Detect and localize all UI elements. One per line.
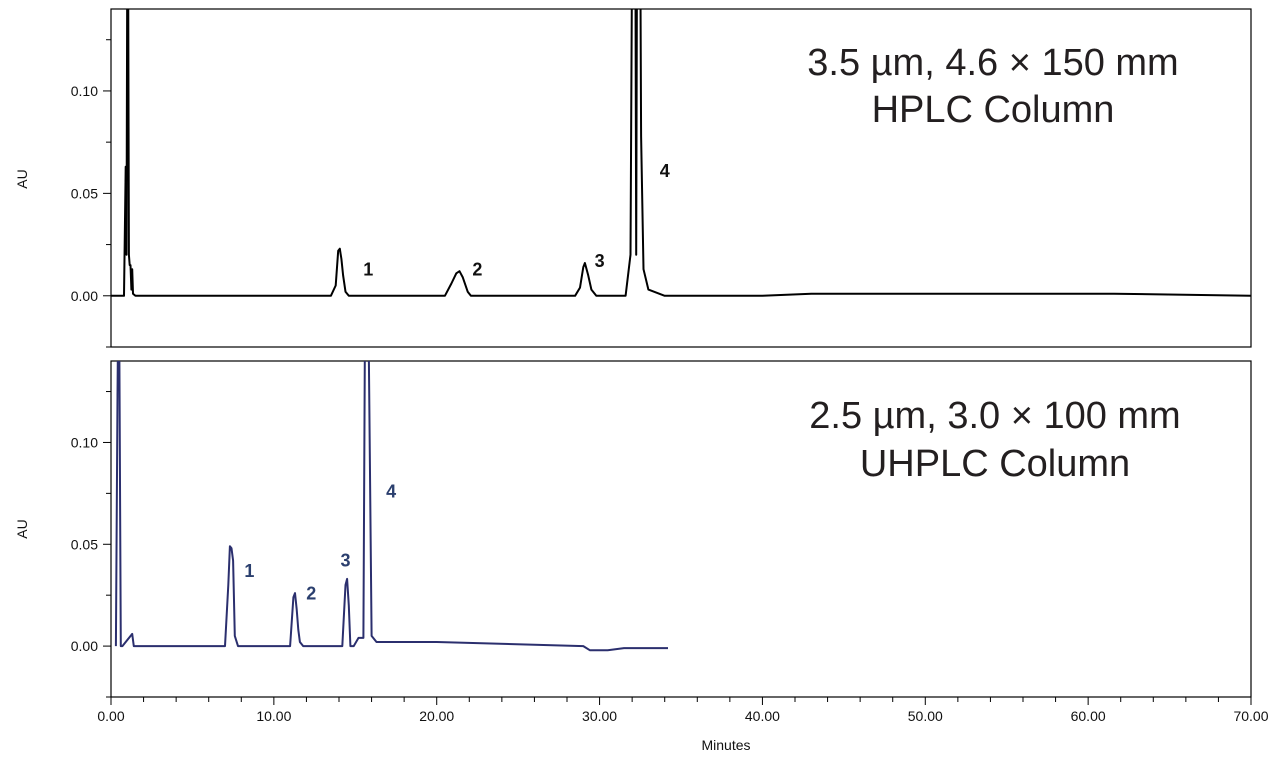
y-tick-label: 0.00: [71, 288, 98, 304]
y-tick-label: 0.05: [71, 185, 98, 201]
peak-label: 4: [386, 481, 396, 501]
x-tick-label: 20.00: [419, 708, 454, 724]
x-tick-label: 0.00: [97, 708, 124, 724]
y-axis-title: AU: [14, 519, 30, 538]
peak-label: 3: [341, 551, 351, 571]
panel-hplc: 0.00 0.05 0.10 AU 1 2 3 4 3.5 µm, 4.6 × 150 mm HP…: [14, 8, 1252, 348]
chromatogram-trace: [111, 9, 1251, 297]
y-tick-label: 0.10: [71, 434, 98, 450]
plot-frame: [110, 360, 1252, 698]
x-tick-label: 40.00: [745, 708, 780, 724]
panel-title-line: 2.5 µm, 3.0 × 100 mm: [809, 395, 1180, 437]
peak-label: 2: [472, 259, 482, 279]
peak-label: 1: [363, 259, 373, 279]
panel-uhplc: 0.00 0.05 0.10 AU 0.00 10.00 20.00 30.00 40.00 50…: [14, 360, 1269, 753]
chromatogram-trace: [114, 361, 668, 652]
peak-label: 4: [660, 161, 670, 181]
x-tick-label: 60.00: [1071, 708, 1106, 724]
plot-frame: [110, 8, 1252, 348]
y-tick-label: 0.05: [71, 536, 98, 552]
y-tick-label: 0.10: [71, 83, 98, 99]
y-axis-title: AU: [14, 169, 30, 188]
x-axis-title: Minutes: [701, 737, 750, 753]
y-tick-label: 0.00: [71, 638, 98, 654]
x-tick-label: 30.00: [582, 708, 617, 724]
panel-title-line: HPLC Column: [872, 89, 1115, 131]
peak-label: 1: [244, 561, 254, 581]
panel-title-line: 3.5 µm, 4.6 × 150 mm: [807, 42, 1178, 84]
peak-label: 3: [595, 251, 605, 271]
x-tick-label: 50.00: [908, 708, 943, 724]
x-tick-label: 10.00: [256, 708, 291, 724]
x-tick-label: 70.00: [1233, 708, 1268, 724]
panel-title-line: UHPLC Column: [860, 443, 1130, 485]
peak-label: 2: [306, 583, 316, 603]
